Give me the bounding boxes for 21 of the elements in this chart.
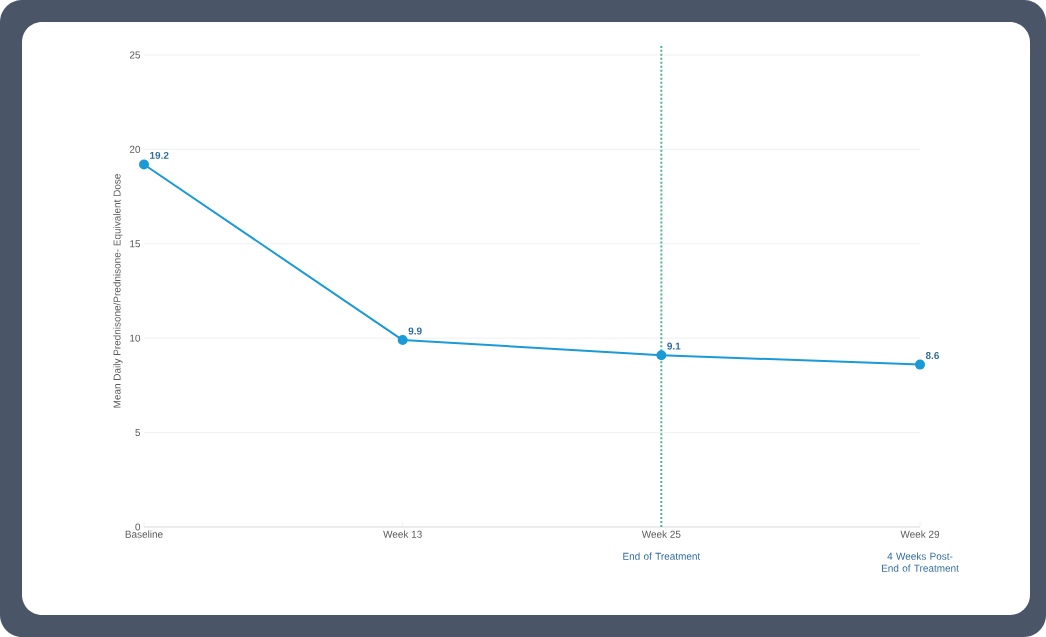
x-tick-label: Week 29 [900, 530, 940, 538]
text: 4 Weeks Post-End of Treatment [881, 552, 959, 572]
x-tick-label: Week 25 [641, 530, 681, 538]
y-axis-title: Mean Daily Prednisone/Prednisone- Equivalent Dose [113, 174, 123, 408]
text: End of Treatment [623, 552, 701, 560]
y-tick-label: 25 [129, 51, 141, 59]
data-label: 8.6 [925, 352, 940, 360]
data-label: 9.9 [408, 327, 422, 335]
y-tick-label: 0 [135, 523, 141, 531]
x-tick-label: Week 13 [383, 530, 422, 538]
y-tick-label: 15 [130, 240, 141, 248]
y-tick-label: 20 [129, 145, 141, 153]
point [656, 350, 667, 361]
point [915, 359, 926, 370]
data-label: 9.1 [667, 342, 681, 350]
x-tick-label: Baseline [125, 530, 163, 538]
y-tick-label: 10 [130, 334, 141, 342]
point [397, 335, 408, 346]
point [139, 159, 150, 170]
data-label: 19.2 [150, 151, 169, 159]
y-tick-label: 5 [135, 429, 141, 437]
